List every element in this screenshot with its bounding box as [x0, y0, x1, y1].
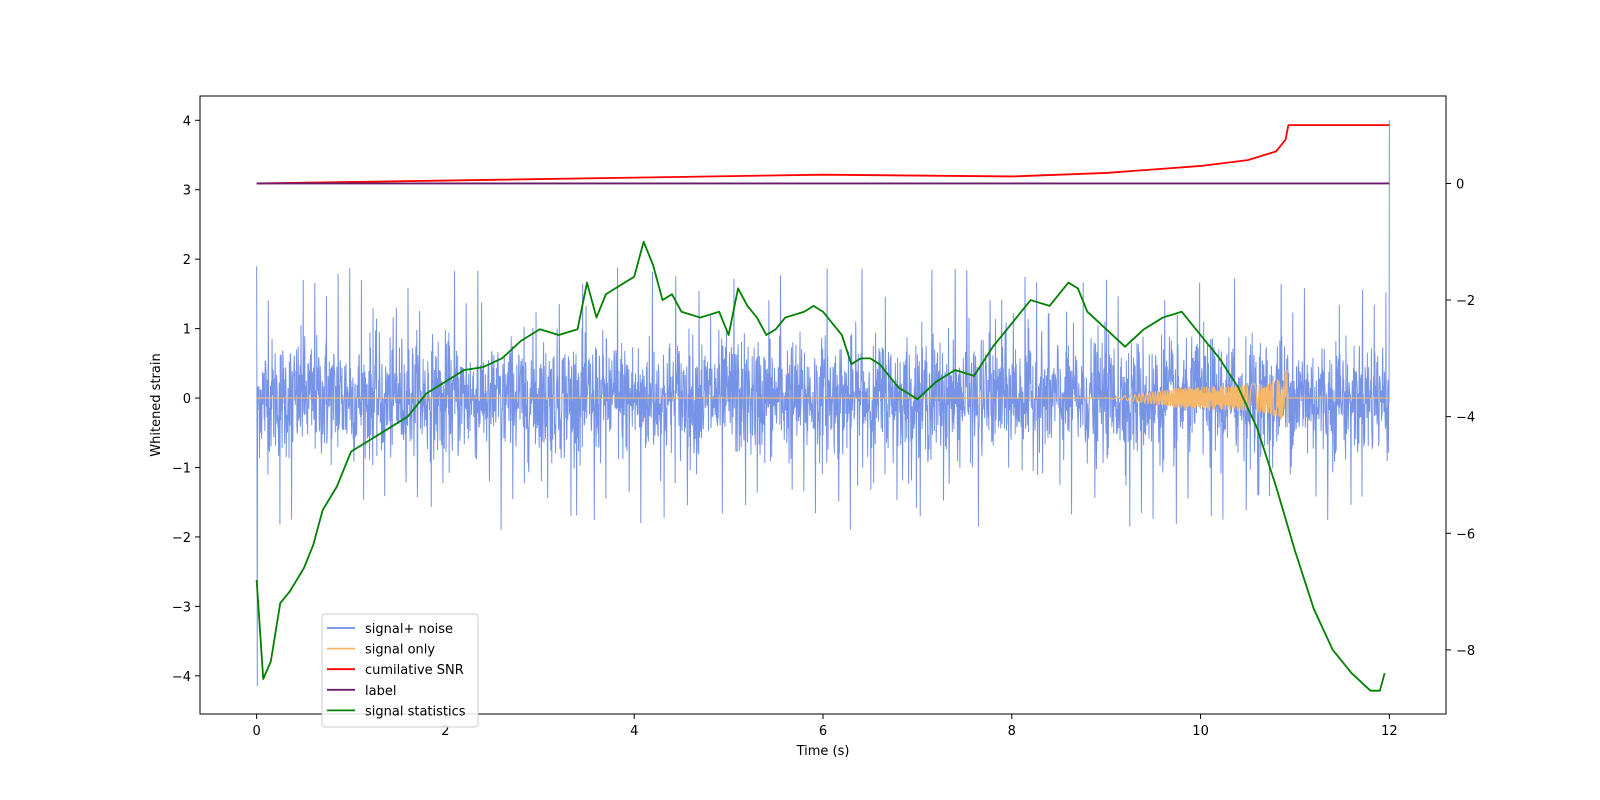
y-right-tick-label-0: −8	[1456, 644, 1475, 659]
series-layer	[255, 120, 1390, 692]
y-right-tick-label-1: −6	[1456, 527, 1475, 542]
y-right-tick-label-2: −4	[1456, 411, 1475, 426]
x-axis-label: Time (s)	[796, 744, 850, 759]
legend-label-2: cumilative SNR	[365, 663, 464, 678]
x-tick-label-6: 12	[1381, 724, 1398, 739]
series-signal-noise-line	[256, 120, 1390, 687]
series-cumilative-snr-line	[256, 124, 1390, 185]
legend-label-1: signal only	[365, 643, 435, 658]
y-left-tick-label-8: 4	[183, 114, 191, 129]
series-signal-only-line	[256, 369, 1390, 427]
y-left-tick-label-2: −2	[172, 531, 191, 546]
y-left-tick-label-7: 3	[183, 184, 191, 199]
y-axis-left-label: Whitened strain	[149, 353, 164, 456]
legend-label-0: signal+ noise	[365, 622, 453, 637]
legend: signal+ noise signal only cumilative SNR la…	[321, 613, 479, 728]
series-signal-statistics-line	[255, 240, 1386, 692]
x-tick-label-5: 10	[1192, 724, 1209, 739]
y-left-tick-label-5: 1	[183, 323, 191, 338]
y-axis-right: −8 −6 −4 −2 0	[1446, 177, 1475, 659]
x-tick-label-4: 8	[1008, 724, 1016, 739]
x-tick-label-0: 0	[252, 724, 260, 739]
x-tick-label-3: 6	[819, 724, 827, 739]
y-axis-left: −4 −3 −2 −1 0 1 2 3 4	[172, 114, 200, 685]
y-left-tick-label-3: −1	[172, 461, 191, 476]
x-tick-label-2: 4	[630, 724, 638, 739]
legend-box	[321, 613, 479, 728]
y-left-tick-label-4: 0	[183, 392, 191, 407]
legend-label-3: label	[365, 684, 396, 699]
y-right-tick-label-4: 0	[1456, 177, 1464, 192]
x-tick-label-1: 2	[441, 724, 449, 739]
y-left-tick-label-0: −4	[172, 670, 191, 685]
y-left-tick-label-6: 2	[183, 253, 191, 268]
y-left-tick-label-1: −3	[172, 600, 191, 615]
legend-label-4: signal statistics	[365, 704, 466, 719]
y-right-tick-label-3: −2	[1456, 294, 1475, 309]
